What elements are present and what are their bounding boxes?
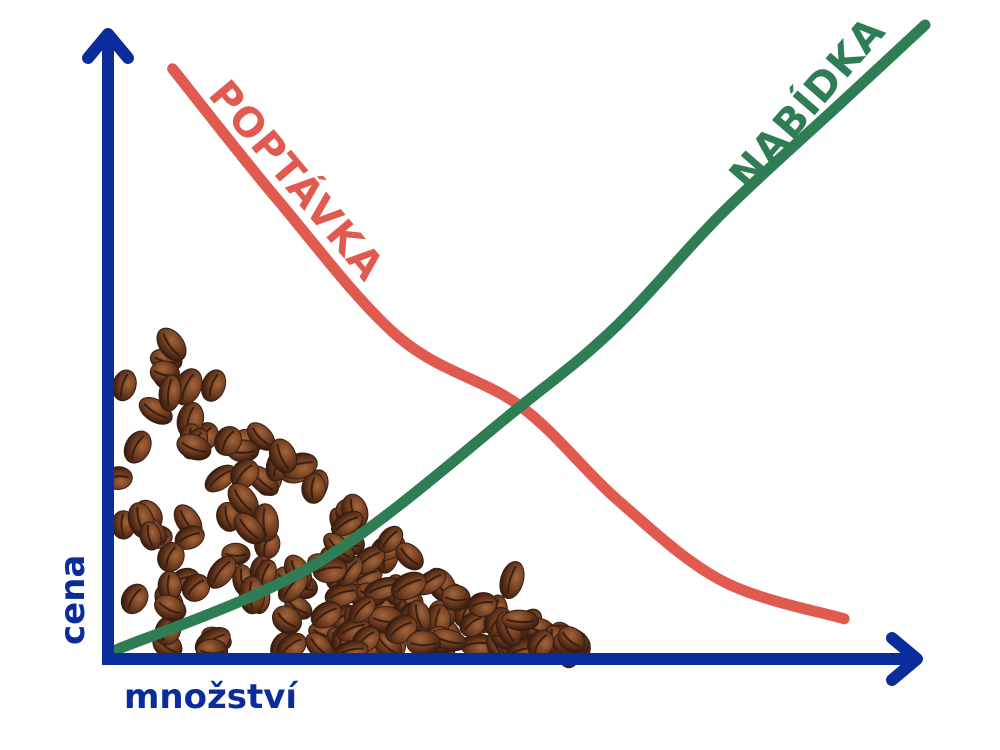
coffee-bean (206, 555, 237, 589)
coffee-bean (390, 571, 427, 601)
coffee-bean (176, 433, 212, 461)
coffee-bean (557, 626, 586, 653)
coffee-bean (181, 573, 211, 602)
coffee-bean (201, 369, 227, 402)
coffee-bean (157, 542, 185, 573)
coffee-bean (406, 630, 441, 656)
coffee-bean (158, 374, 182, 412)
y-axis-label: cena (53, 555, 93, 645)
coffee-bean (377, 525, 404, 553)
coffee-bean (331, 510, 363, 537)
demand-series-label: POPTÁVKA (199, 71, 394, 290)
coffee-bean (459, 611, 487, 638)
x-axis-label: množství (124, 677, 299, 717)
x-axis-arrowhead (886, 632, 923, 686)
coffee-bean (395, 542, 424, 571)
coffee-bean (271, 605, 303, 635)
coffee-bean (139, 521, 162, 551)
supply-series-label: NABÍDKA (719, 7, 894, 198)
coffee-bean (154, 594, 187, 622)
supply-curve (110, 19, 931, 656)
coffee-bean (527, 629, 554, 659)
coffee-bean (348, 596, 376, 624)
coffee-bean (214, 425, 242, 457)
coffee-bean (467, 592, 498, 618)
coffee-bean (499, 560, 525, 600)
coffee-bean (301, 473, 327, 504)
coffee-bean (233, 512, 266, 545)
y-axis-arrowhead (82, 28, 134, 64)
coffee-bean (268, 438, 298, 474)
coffee-bean (174, 525, 205, 550)
coffee-bean (123, 430, 152, 464)
coffee-bean (156, 327, 187, 362)
coffee-bean (120, 583, 149, 615)
coffee-bean (501, 609, 540, 631)
coffee-bean (310, 601, 342, 629)
x-axis (102, 632, 923, 686)
coffee-bean (441, 584, 471, 612)
y-axis (82, 28, 134, 662)
coffee-beans-pile (103, 327, 591, 669)
